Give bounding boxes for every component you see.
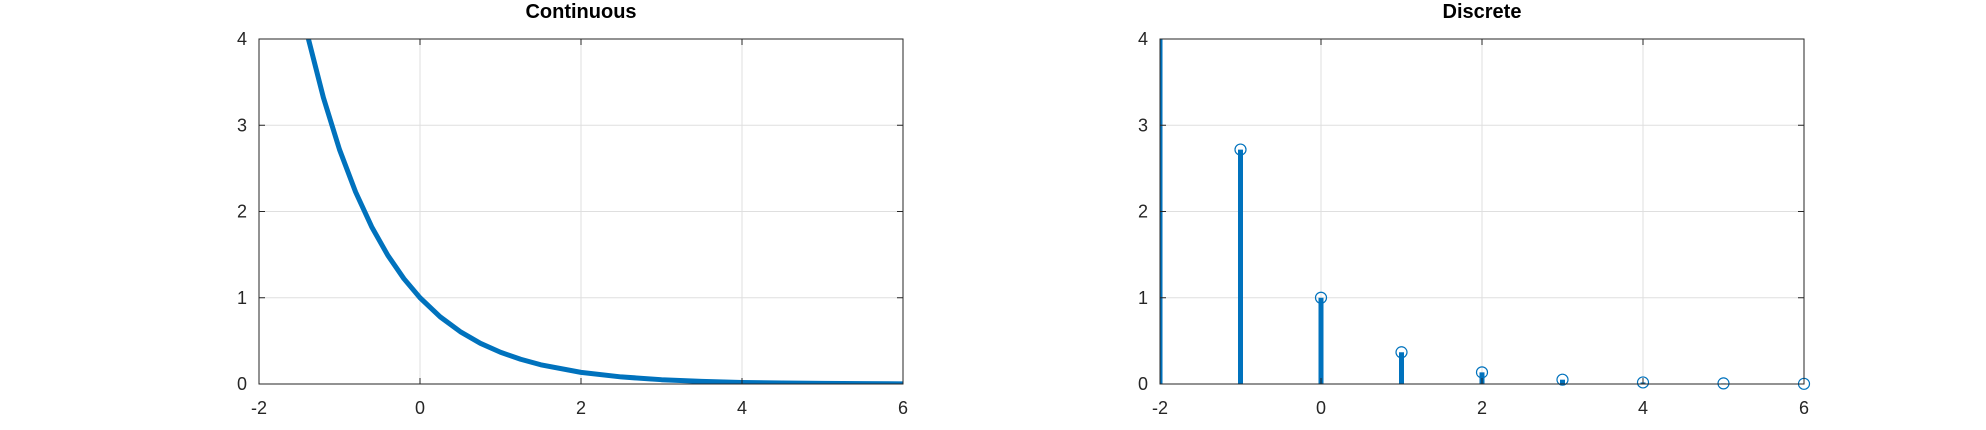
x-tick-label: 6 <box>898 398 908 418</box>
stem-marker <box>1314 291 1328 304</box>
stem-marker <box>1234 143 1247 156</box>
stem-marker <box>1395 346 1408 359</box>
series-line <box>306 39 903 384</box>
chart-title: Discrete <box>1443 1 1522 23</box>
y-tick-label: 3 <box>1138 115 1148 135</box>
y-tick-label: 1 <box>1138 288 1148 308</box>
x-tick-label: 0 <box>415 398 425 418</box>
stem-marker <box>1717 377 1730 390</box>
x-tick-label: -2 <box>251 398 267 418</box>
stem-marker <box>1475 366 1489 379</box>
x-tick-label: 4 <box>1638 398 1648 418</box>
stem-marker <box>1636 376 1650 389</box>
x-tick-label: -2 <box>1152 398 1168 418</box>
x-tick-label: 2 <box>1477 398 1487 418</box>
y-tick-label: 4 <box>1138 29 1148 49</box>
y-tick-label: 4 <box>237 29 247 49</box>
y-tick-label: 2 <box>237 202 247 222</box>
chart-title: Continuous <box>525 1 636 23</box>
y-tick-label: 2 <box>1138 202 1148 222</box>
y-tick-label: 1 <box>237 288 247 308</box>
y-tick-label: 3 <box>237 115 247 135</box>
x-tick-label: 0 <box>1316 398 1326 418</box>
x-tick-label: 6 <box>1799 398 1809 418</box>
y-tick-label: 0 <box>237 374 247 394</box>
x-tick-label: 4 <box>737 398 747 418</box>
x-tick-label: 2 <box>576 398 586 418</box>
stem-marker <box>1556 373 1569 386</box>
y-tick-label: 0 <box>1138 374 1148 394</box>
